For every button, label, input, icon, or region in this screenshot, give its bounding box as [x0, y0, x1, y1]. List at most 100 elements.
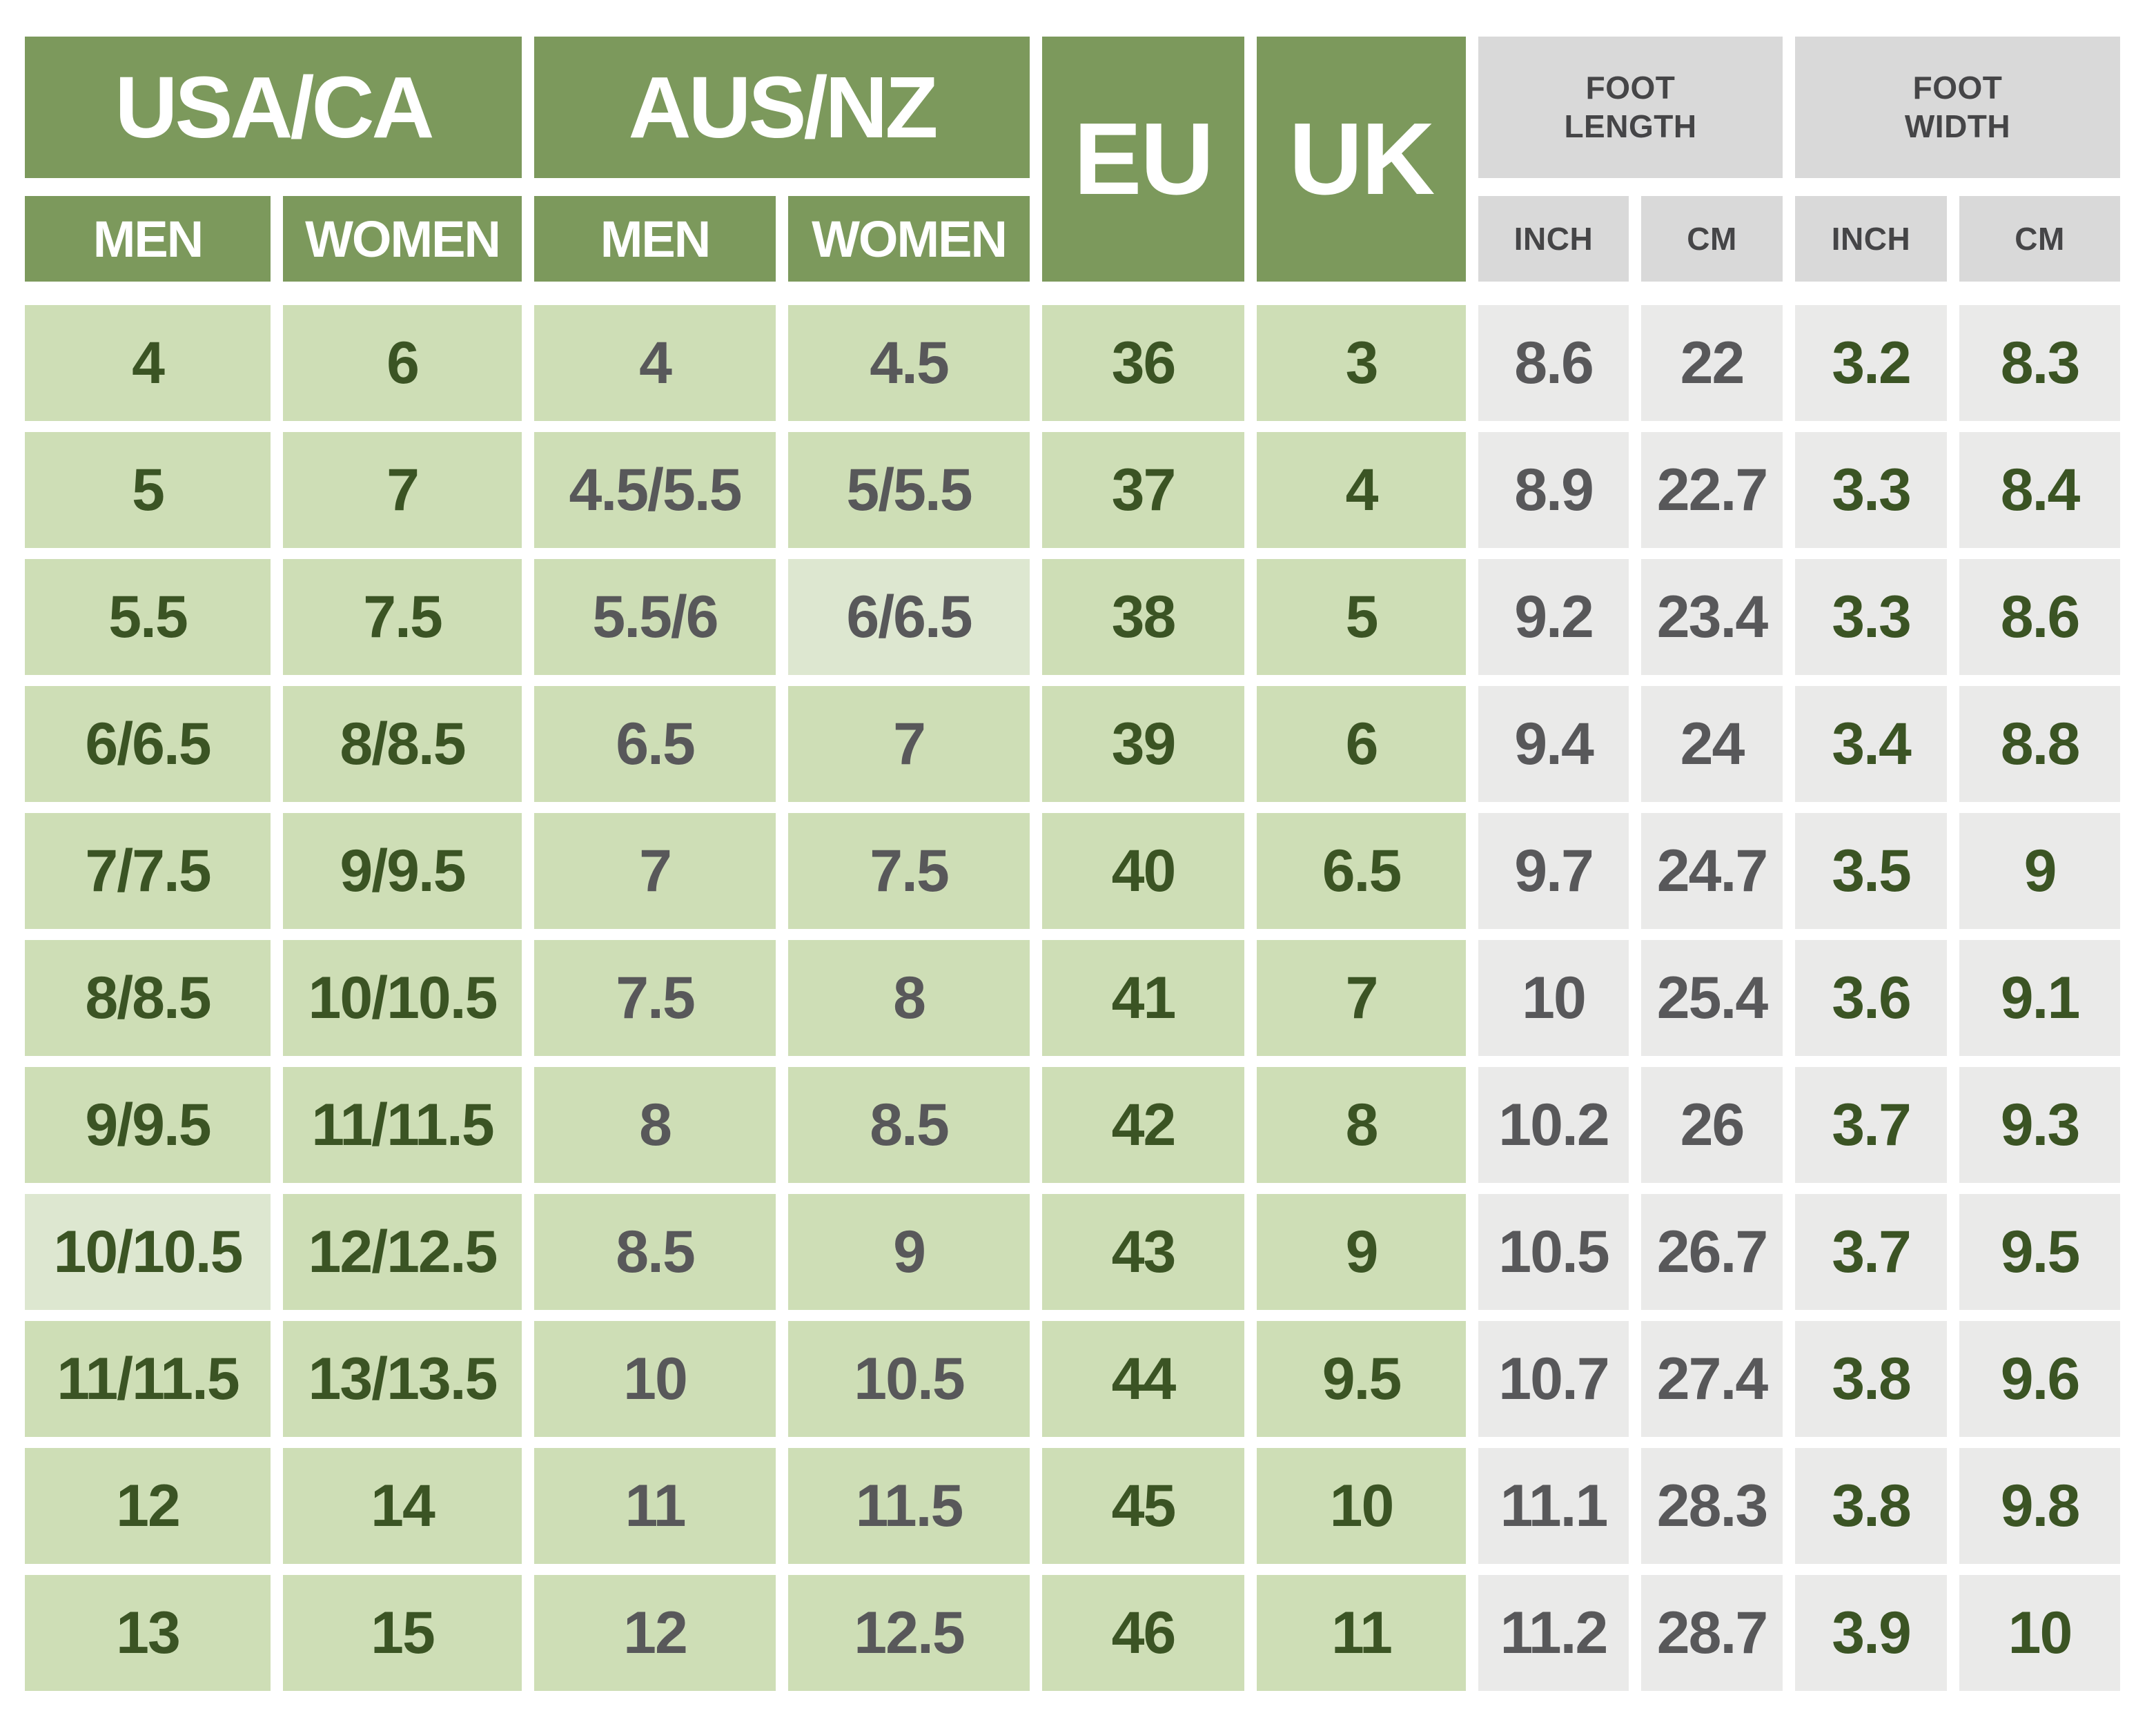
subheader-usa-men: MEN	[25, 196, 271, 282]
table-cell-aus_men-row10: 11	[534, 1448, 776, 1564]
table-header: USA/CA AUS/NZ EU UK FOOT LENGTH FOOT WID…	[25, 37, 2126, 282]
table-cell-eu-row4: 39	[1042, 686, 1244, 802]
table-cell-aus_men-row8: 8.5	[534, 1194, 776, 1310]
table-cell-length_cm-row10: 28.3	[1641, 1448, 1783, 1564]
table-cell-width_inch-row10: 3.8	[1795, 1448, 1947, 1564]
table-cell-width_cm-row5: 9	[1959, 813, 2120, 929]
table-cell-eu-row6: 41	[1042, 940, 1244, 1056]
table-cell-width_inch-row4: 3.4	[1795, 686, 1947, 802]
table-cell-length_cm-row4: 24	[1641, 686, 1783, 802]
table-cell-aus_women-row9: 10.5	[788, 1321, 1030, 1437]
table-cell-length_inch-row8: 10.5	[1478, 1194, 1629, 1310]
table-cell-width_cm-row7: 9.3	[1959, 1067, 2120, 1183]
table-cell-usa_men-row1: 4	[25, 305, 271, 421]
table-cell-usa_women-row8: 12/12.5	[283, 1194, 522, 1310]
subheader-width-inch: INCH	[1795, 196, 1947, 282]
table-cell-usa_women-row11: 15	[283, 1575, 522, 1691]
table-cell-aus_women-row8: 9	[788, 1194, 1030, 1310]
table-cell-aus_men-row11: 12	[534, 1575, 776, 1691]
table-cell-width_inch-row5: 3.5	[1795, 813, 1947, 929]
header-foot-length: FOOT LENGTH	[1478, 37, 1783, 178]
table-cell-aus_women-row11: 12.5	[788, 1575, 1030, 1691]
table-cell-uk-row4: 6	[1257, 686, 1466, 802]
table-cell-eu-row9: 44	[1042, 1321, 1244, 1437]
table-cell-usa_women-row2: 7	[283, 432, 522, 548]
table-cell-usa_women-row1: 6	[283, 305, 522, 421]
subheader-length-cm: CM	[1641, 196, 1783, 282]
table-cell-length_cm-row2: 22.7	[1641, 432, 1783, 548]
table-cell-width_inch-row9: 3.8	[1795, 1321, 1947, 1437]
table-cell-length_cm-row7: 26	[1641, 1067, 1783, 1183]
table-cell-usa_men-row4: 6/6.5	[25, 686, 271, 802]
table-cell-width_inch-row8: 3.7	[1795, 1194, 1947, 1310]
table-cell-width_inch-row1: 3.2	[1795, 305, 1947, 421]
subheader-aus-men: MEN	[534, 196, 776, 282]
table-cell-eu-row1: 36	[1042, 305, 1244, 421]
header-foot-width: FOOT WIDTH	[1795, 37, 2120, 178]
table-cell-width_inch-row11: 3.9	[1795, 1575, 1947, 1691]
table-cell-length_inch-row3: 9.2	[1478, 559, 1629, 675]
table-cell-width_cm-row8: 9.5	[1959, 1194, 2120, 1310]
subheader-aus-women-label: WOMEN	[812, 210, 1008, 268]
table-cell-aus_men-row7: 8	[534, 1067, 776, 1183]
header-eu-label: EU	[1073, 101, 1215, 216]
table-cell-aus_women-row10: 11.5	[788, 1448, 1030, 1564]
table-cell-aus_women-row7: 8.5	[788, 1067, 1030, 1183]
header-aus-nz: AUS/NZ	[534, 37, 1030, 178]
table-cell-usa_women-row6: 10/10.5	[283, 940, 522, 1056]
table-cell-length_inch-row5: 9.7	[1478, 813, 1629, 929]
table-cell-usa_women-row7: 11/11.5	[283, 1067, 522, 1183]
table-cell-uk-row10: 10	[1257, 1448, 1466, 1564]
table-cell-usa_men-row10: 12	[25, 1448, 271, 1564]
table-cell-eu-row3: 38	[1042, 559, 1244, 675]
table-cell-eu-row2: 37	[1042, 432, 1244, 548]
subheader-usa-women-label: WOMEN	[305, 210, 501, 268]
table-cell-width_cm-row11: 10	[1959, 1575, 2120, 1691]
subheader-width-inch-label: INCH	[1831, 221, 1911, 257]
table-cell-aus_women-row6: 8	[788, 940, 1030, 1056]
table-cell-usa_women-row5: 9/9.5	[283, 813, 522, 929]
table-cell-width_inch-row3: 3.3	[1795, 559, 1947, 675]
table-cell-length_inch-row2: 8.9	[1478, 432, 1629, 548]
table-cell-eu-row10: 45	[1042, 1448, 1244, 1564]
table-cell-usa_women-row10: 14	[283, 1448, 522, 1564]
table-cell-aus_men-row5: 7	[534, 813, 776, 929]
table-cell-usa_men-row3: 5.5	[25, 559, 271, 675]
table-cell-width_cm-row10: 9.8	[1959, 1448, 2120, 1564]
header-eu: EU	[1042, 37, 1244, 282]
table-cell-aus_men-row1: 4	[534, 305, 776, 421]
table-cell-length_cm-row11: 28.7	[1641, 1575, 1783, 1691]
table-cell-width_inch-row7: 3.7	[1795, 1067, 1947, 1183]
table-cell-aus_men-row9: 10	[534, 1321, 776, 1437]
table-cell-length_cm-row1: 22	[1641, 305, 1783, 421]
header-uk: UK	[1257, 37, 1466, 282]
table-cell-usa_men-row8: 10/10.5	[25, 1194, 271, 1310]
table-cell-eu-row5: 40	[1042, 813, 1244, 929]
table-cell-uk-row11: 11	[1257, 1575, 1466, 1691]
subheader-aus-women: WOMEN	[788, 196, 1030, 282]
header-uk-label: UK	[1288, 101, 1435, 216]
table-cell-aus_men-row2: 4.5/5.5	[534, 432, 776, 548]
table-cell-length_cm-row3: 23.4	[1641, 559, 1783, 675]
subheader-usa-men-label: MEN	[92, 210, 204, 268]
subheader-width-cm: CM	[1959, 196, 2120, 282]
table-cell-usa_men-row11: 13	[25, 1575, 271, 1691]
table-cell-length_inch-row6: 10	[1478, 940, 1629, 1056]
table-cell-eu-row11: 46	[1042, 1575, 1244, 1691]
table-cell-aus_men-row4: 6.5	[534, 686, 776, 802]
table-cell-uk-row6: 7	[1257, 940, 1466, 1056]
subheader-width-cm-label: CM	[2015, 221, 2065, 257]
header-usa-ca: USA/CA	[25, 37, 522, 178]
table-cell-uk-row8: 9	[1257, 1194, 1466, 1310]
table-cell-eu-row8: 43	[1042, 1194, 1244, 1310]
table-cell-aus_women-row3: 6/6.5	[788, 559, 1030, 675]
table-cell-usa_women-row9: 13/13.5	[283, 1321, 522, 1437]
table-cell-aus_women-row5: 7.5	[788, 813, 1030, 929]
table-cell-length_cm-row9: 27.4	[1641, 1321, 1783, 1437]
table-cell-length_cm-row6: 25.4	[1641, 940, 1783, 1056]
table-cell-aus_men-row3: 5.5/6	[534, 559, 776, 675]
table-cell-aus_women-row2: 5/5.5	[788, 432, 1030, 548]
table-cell-length_inch-row7: 10.2	[1478, 1067, 1629, 1183]
header-usa-ca-label: USA/CA	[115, 59, 434, 156]
